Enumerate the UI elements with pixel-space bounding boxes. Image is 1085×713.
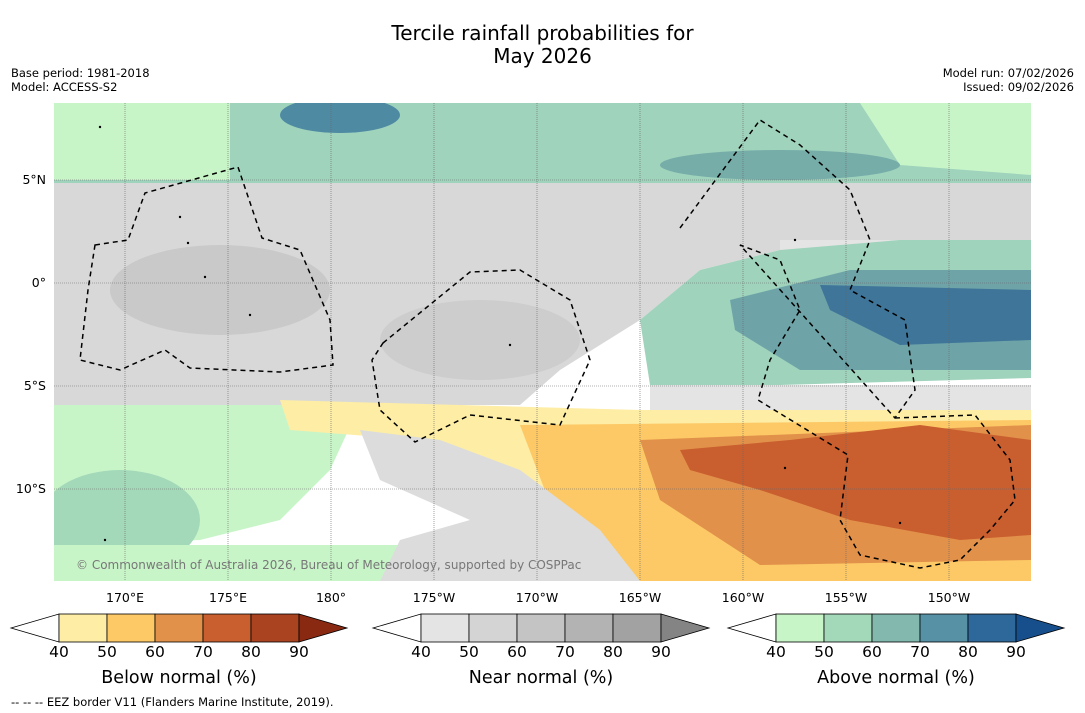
- colorbar-tick: 70: [555, 643, 575, 661]
- colorbar-tick: 80: [241, 643, 261, 661]
- copyright-notice: © Commonwealth of Australia 2026, Bureau…: [76, 558, 582, 572]
- above-normal-70-north: [280, 103, 400, 133]
- longitude-label: 170°E: [105, 590, 145, 605]
- colorbar-segment: [823, 613, 873, 643]
- colorbar-tick: 90: [651, 643, 671, 661]
- colorbar-extend-high: [1015, 613, 1066, 643]
- colorbar-segment: [468, 613, 518, 643]
- colorbar-segment: [106, 613, 156, 643]
- colorbar-segment: [612, 613, 662, 643]
- colorbar-tick: 80: [603, 643, 623, 661]
- below-normal-70-south: [680, 425, 1031, 540]
- model-name: Model: ACCESS-S2: [11, 80, 118, 94]
- colorbar-extend-low: [371, 613, 422, 643]
- longitude-label: 150°W: [927, 590, 971, 605]
- above-normal-40-west: [54, 103, 230, 180]
- colorbar-tick: 70: [910, 643, 930, 661]
- map-title: Tercile rainfall probabilities for May 2…: [0, 22, 1085, 68]
- near-normal-40-se: [650, 385, 1031, 410]
- above-normal-60-north: [660, 150, 900, 180]
- near-normal-60-central: [380, 300, 580, 380]
- near-normal-band: [54, 183, 1031, 405]
- colorbar-tick: 50: [459, 643, 479, 661]
- colorbar-segment: [202, 613, 252, 643]
- colorbars: [9, 613, 1066, 643]
- longitude-label: 170°W: [515, 590, 559, 605]
- colorbar-segment: [420, 613, 470, 643]
- colorbar-tick: 40: [49, 643, 69, 661]
- colorbar-segment: [58, 613, 108, 643]
- latitude-label: 10°S: [15, 481, 46, 496]
- model-run: Model run: 07/02/2026: [942, 66, 1074, 80]
- colorbar-segment: [154, 613, 204, 643]
- longitude-label: 175°W: [412, 590, 456, 605]
- latitude-label: 5°S: [23, 378, 46, 393]
- colorbar-tick: 60: [145, 643, 165, 661]
- colorbar-segment: [967, 613, 1017, 643]
- colorbar-tick: 40: [411, 643, 431, 661]
- near-normal-south: [360, 430, 640, 581]
- above-normal-50-sw: [54, 470, 200, 570]
- colorbar-segment: [516, 613, 566, 643]
- colorbar-tick: 50: [814, 643, 834, 661]
- colorbar-segment: [775, 613, 825, 643]
- colorbar-tick: 40: [766, 643, 786, 661]
- colorbar-tick: 80: [958, 643, 978, 661]
- title-line-1: Tercile rainfall probabilities for: [391, 21, 694, 45]
- eez-borders: [79, 118, 1016, 569]
- colorbar-segment: [919, 613, 969, 643]
- latitude-label: 5°N: [22, 172, 46, 187]
- issued-date: Issued: 09/02/2026: [963, 80, 1074, 94]
- islands: [98, 125, 902, 542]
- longitude-label: 160°W: [721, 590, 765, 605]
- longitude-label: 180°: [315, 590, 347, 605]
- longitude-label: 165°W: [618, 590, 662, 605]
- above-normal-80-east: [820, 285, 1031, 345]
- colorbar-segment: [250, 613, 300, 643]
- meta-right: Model run: 07/02/2026 Issued: 09/02/2026: [943, 66, 1074, 94]
- graticule: [54, 103, 1031, 581]
- colorbar-segment: [871, 613, 921, 643]
- meta-left: Base period: 1981-2018 Model: ACCESS-S2: [11, 66, 150, 94]
- colorbar-tick: 50: [97, 643, 117, 661]
- longitude-label: 155°W: [824, 590, 868, 605]
- colorbar-tick: 90: [1006, 643, 1026, 661]
- colorbar-tick: 60: [507, 643, 527, 661]
- title-line-2: May 2026: [493, 44, 592, 68]
- eez-legend: -- -- -- EEZ border V11 (Flanders Marine…: [11, 695, 334, 709]
- colorbar-tick: 90: [289, 643, 309, 661]
- colorbar-extend-low: [9, 613, 60, 643]
- above-normal-40-south: [54, 545, 404, 581]
- near-normal-60-west: [110, 245, 330, 335]
- base-period: Base period: 1981-2018: [11, 66, 150, 80]
- colorbar-tick: 60: [862, 643, 882, 661]
- map-field: [54, 103, 1031, 581]
- colorbar-title: Above normal (%): [817, 668, 975, 688]
- colorbar-title: Near normal (%): [468, 668, 614, 688]
- colorbar-segment: [564, 613, 614, 643]
- above-normal-40-ne: [860, 103, 1031, 175]
- latitude-label: 0°: [31, 275, 46, 290]
- colorbar-tick: 70: [193, 643, 213, 661]
- colorbar-extend-low: [726, 613, 777, 643]
- colorbar-extend-high: [660, 613, 711, 643]
- colorbar-extend-high: [298, 613, 349, 643]
- colorbar-title: Below normal (%): [101, 668, 257, 688]
- longitude-label: 175°E: [208, 590, 248, 605]
